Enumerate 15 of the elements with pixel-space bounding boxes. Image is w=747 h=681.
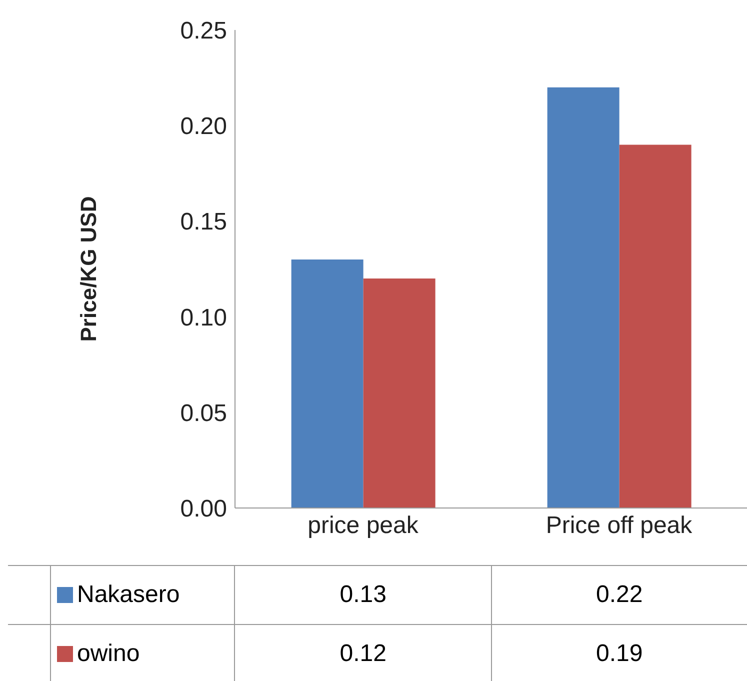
y-tick-label: 0.05	[180, 400, 227, 427]
legend-label: Nakasero	[77, 581, 180, 609]
x-tick-label: Price off peak	[546, 512, 694, 540]
data-label: 0.19	[490, 625, 747, 681]
data-label: 0.12	[234, 625, 491, 681]
y-tick-label: 0.00	[180, 496, 227, 523]
y-tick-label: 0.25	[180, 18, 227, 45]
data-label: 0.22	[490, 566, 747, 624]
legend-label: owino	[77, 640, 140, 668]
y-tick-label: 0.15	[180, 208, 227, 236]
y-tick-label: 0.20	[180, 113, 227, 140]
y-tick-label: 0.10	[180, 304, 227, 332]
y-axis-title: Price/KG USD	[76, 196, 101, 342]
x-tick-label: price peak	[308, 512, 420, 540]
data-label: 0.13	[234, 566, 491, 624]
